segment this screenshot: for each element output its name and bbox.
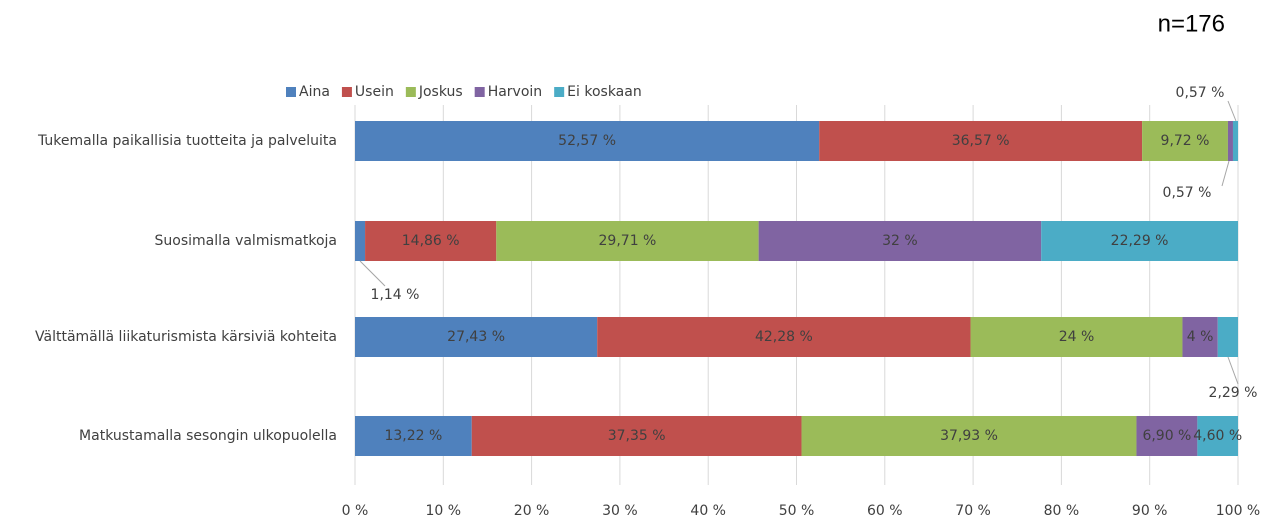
legend-label: Ei koskaan [567, 84, 642, 100]
x-tick-label: 60 % [867, 503, 903, 519]
bar-segment [355, 221, 366, 261]
bar-segment [355, 416, 472, 456]
bar-segment [1217, 317, 1238, 357]
value-label: 22,29 % [1111, 233, 1169, 249]
x-tick-label: 70 % [955, 503, 991, 519]
x-tick-label: 100 % [1216, 503, 1260, 519]
legend-swatch [474, 87, 485, 97]
value-label: 0,57 % [1176, 85, 1225, 101]
bar-segment [801, 416, 1137, 456]
bar-segment [1197, 416, 1238, 456]
value-label: 42,28 % [755, 329, 813, 345]
legend-label: Joskus [418, 84, 463, 100]
x-tick-label: 50 % [779, 503, 815, 519]
bar-segment [471, 416, 802, 456]
value-label: 37,35 % [608, 428, 666, 444]
value-label: 29,71 % [599, 233, 657, 249]
value-label: 27,43 % [447, 329, 505, 345]
value-label: 0,57 % [1163, 185, 1212, 201]
legend-label: Aina [299, 84, 330, 100]
value-label: 6,90 % [1142, 428, 1191, 444]
bar-segment [1142, 121, 1228, 161]
x-tick-label: 30 % [602, 503, 638, 519]
legend-label: Usein [355, 84, 394, 100]
value-label: 9,72 % [1161, 133, 1210, 149]
bar-segment [1227, 121, 1233, 161]
value-label: 4,60 % [1193, 428, 1242, 444]
bar-segment [758, 221, 1042, 261]
x-tick-label: 80 % [1044, 503, 1080, 519]
bar-segment [970, 317, 1183, 357]
bar-segment [365, 221, 497, 261]
bar-segment [496, 221, 759, 261]
leader-line [1227, 100, 1237, 122]
leader-line [1227, 356, 1239, 385]
value-label: 36,57 % [952, 133, 1010, 149]
leader-line [1221, 160, 1230, 187]
value-label: 13,22 % [384, 428, 442, 444]
sample-size: n=176 [1158, 10, 1225, 37]
bar-segment [819, 121, 1143, 161]
bar-segment [1182, 317, 1218, 357]
x-tick-label: 90 % [1132, 503, 1168, 519]
legend-swatch [405, 87, 416, 97]
legend-label: Harvoin [488, 84, 542, 100]
bar-segment [355, 121, 820, 161]
bar-segment [1041, 221, 1238, 261]
bar-segment [1136, 416, 1198, 456]
value-label: 37,93 % [940, 428, 998, 444]
legend-swatch [286, 87, 296, 97]
category-label: Välttämällä liikaturismista kärsiviä koh… [35, 329, 337, 345]
category-label: Tukemalla paikallisia tuotteita ja palve… [37, 133, 337, 149]
bar-segment [597, 317, 971, 357]
x-tick-label: 40 % [690, 503, 726, 519]
legend-swatch [341, 87, 352, 97]
category-label: Suosimalla valmismatkoja [155, 233, 337, 249]
x-tick-label: 20 % [514, 503, 550, 519]
value-label: 14,86 % [402, 233, 460, 249]
value-label: 52,57 % [558, 133, 616, 149]
value-label: 24 % [1059, 329, 1095, 345]
leader-line [359, 260, 386, 287]
bar-segment [1232, 121, 1238, 161]
value-label: 1,14 % [371, 287, 420, 303]
value-label: 4 % [1187, 329, 1214, 345]
value-label: 2,29 % [1209, 385, 1258, 401]
value-label: 32 % [882, 233, 918, 249]
category-label: Matkustamalla sesongin ulkopuolella [79, 428, 337, 444]
x-tick-label: 0 % [342, 503, 369, 519]
legend-swatch [554, 87, 565, 97]
x-tick-label: 10 % [426, 503, 462, 519]
bar-segment [355, 317, 598, 357]
